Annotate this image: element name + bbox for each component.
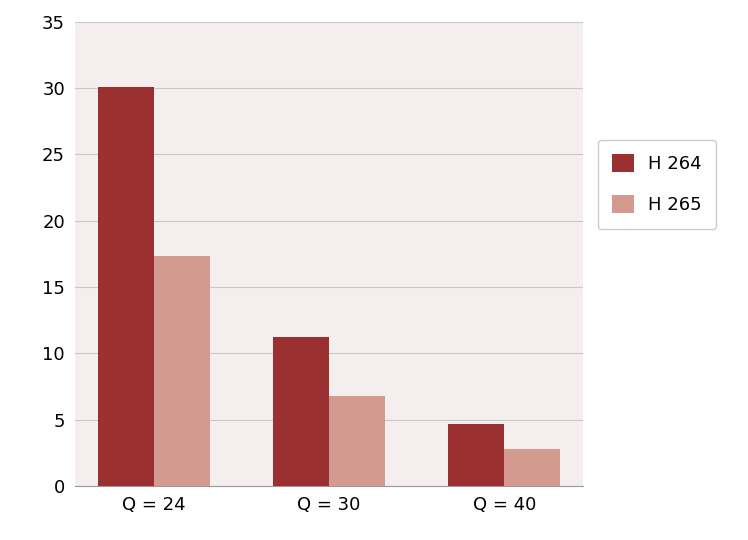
Bar (504, 449, 560, 486)
Legend: H 264, H 265: H 264, H 265 (598, 139, 716, 229)
Bar (273, 338, 329, 486)
Bar (329, 396, 385, 486)
Bar (98, 86, 154, 486)
Bar (448, 424, 504, 486)
Bar (154, 256, 210, 486)
